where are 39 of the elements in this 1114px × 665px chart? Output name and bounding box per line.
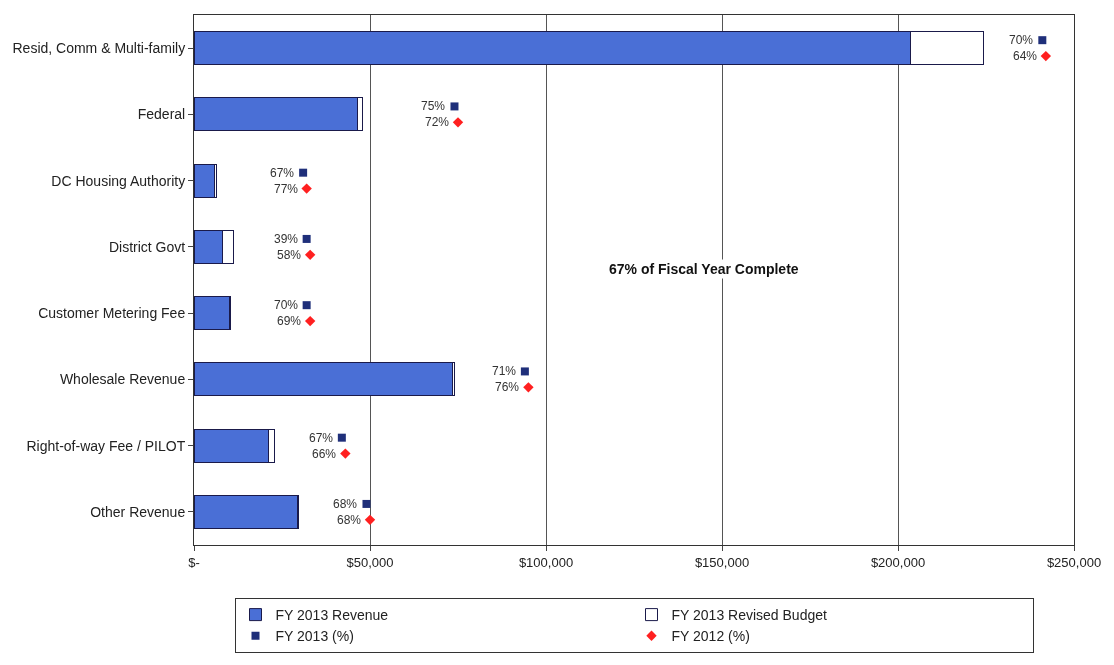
annotation: 39% xyxy=(274,232,299,246)
annotation: 64% xyxy=(1013,49,1038,63)
annotation: 68% xyxy=(337,513,362,527)
bar xyxy=(194,362,454,397)
y-tick-label: District Govt xyxy=(108,238,186,255)
x-tick-label: $100,000 xyxy=(518,554,574,570)
x-tick-label: $50,000 xyxy=(346,554,394,570)
y-tick-label: DC Housing Authority xyxy=(51,172,186,189)
annotation: 70% xyxy=(1009,33,1034,47)
annotation: 70% xyxy=(274,298,299,312)
annotation: 77% xyxy=(274,182,299,196)
annotation: 69% xyxy=(277,314,302,328)
y-tick-label: Right-of-way Fee / PILOT xyxy=(26,437,186,454)
annotation: 71% xyxy=(492,364,517,378)
annotation: 67% xyxy=(309,431,334,445)
y-tick-label: Resid, Comm & Multi-family xyxy=(12,40,186,57)
x-tick-label: $150,000 xyxy=(694,554,750,570)
y-tick-label: Other Revenue xyxy=(90,503,186,520)
annotation: 72% xyxy=(425,115,450,129)
annotation: 75% xyxy=(421,99,446,113)
bar xyxy=(194,296,230,331)
legend-label: FY 2013 Revised Budget xyxy=(671,607,828,624)
y-tick-label: Federal xyxy=(137,106,186,123)
x-tick-label: $200,000 xyxy=(870,554,926,570)
legend-label: FY 2013 Revenue xyxy=(275,607,389,624)
legend-label: FY 2013 (%) xyxy=(275,628,354,645)
annotation: 67% of Fiscal Year Complete xyxy=(609,261,799,277)
annotation: 66% xyxy=(312,447,337,461)
bar xyxy=(194,163,215,198)
annotation: 68% xyxy=(333,497,358,511)
y-tick-label: Customer Metering Fee xyxy=(38,305,186,322)
annotation: 58% xyxy=(277,248,302,262)
annotation: 76% xyxy=(495,380,520,394)
x-tick-label: $- xyxy=(188,554,200,570)
x-tick-label: $250,000 xyxy=(1046,554,1102,570)
y-tick-label: Wholesale Revenue xyxy=(59,371,186,388)
legend-label: FY 2012 (%) xyxy=(671,628,750,645)
bar xyxy=(194,494,298,529)
annotation: 67% xyxy=(270,166,295,180)
